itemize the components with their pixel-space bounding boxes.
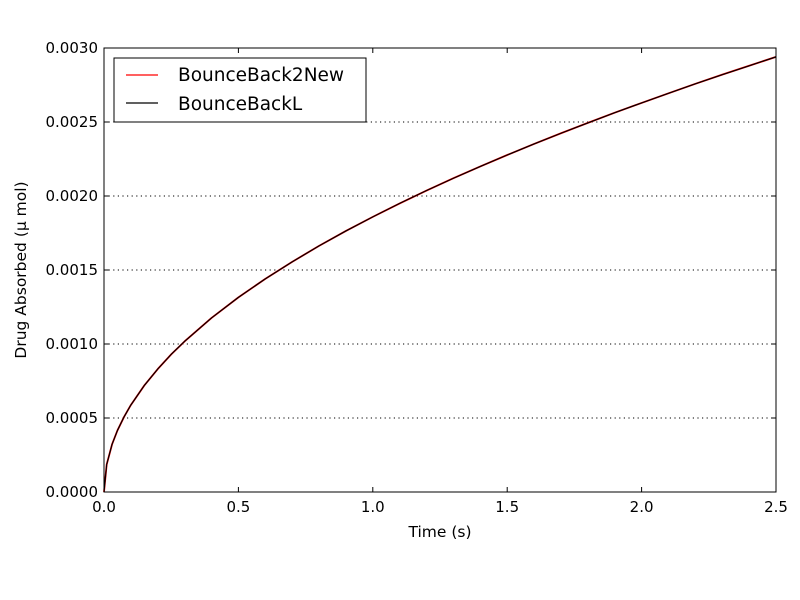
legend: BounceBack2New BounceBackL [114,58,366,122]
y-tick-label: 0.0015 [46,261,99,279]
y-tick-label: 0.0000 [46,483,99,501]
legend-label-bounceback2new: BounceBack2New [178,65,344,86]
x-tick-label: 2.0 [630,498,654,516]
x-tick-label: 1.0 [361,498,385,516]
y-tick-label: 0.0010 [46,335,99,353]
y-tick-label: 0.0020 [46,187,99,205]
y-tick-label: 0.0005 [46,409,99,427]
x-axis-label: Time (s) [407,523,471,541]
x-tick-label: 1.5 [495,498,519,516]
legend-label-bouncebackl: BounceBackL [178,94,303,115]
y-axis-label: Drug Absorbed (μ mol) [12,181,30,358]
y-tick-label: 0.0030 [46,39,99,57]
y-tick-label: 0.0025 [46,113,99,131]
x-tick-label: 0.5 [226,498,250,516]
x-tick-label: 2.5 [764,498,788,516]
